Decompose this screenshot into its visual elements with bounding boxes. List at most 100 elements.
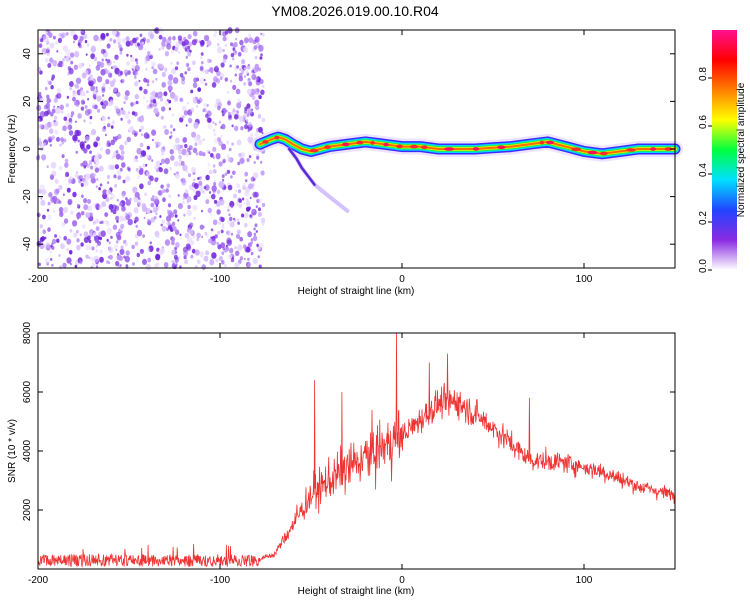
noise-speckle: [218, 221, 222, 225]
noise-speckle: [114, 164, 119, 170]
noise-speckle: [152, 99, 157, 104]
noise-speckle: [74, 264, 78, 268]
noise-speckle: [41, 47, 47, 54]
noise-speckle: [226, 237, 232, 244]
noise-speckle: [95, 86, 98, 90]
noise-speckle: [125, 36, 130, 42]
noise-speckle: [211, 82, 217, 88]
noise-speckle: [131, 244, 135, 250]
noise-speckle: [112, 209, 117, 215]
noise-speckle: [184, 71, 187, 75]
noise-speckle: [58, 235, 62, 239]
noise-speckle: [246, 65, 251, 70]
noise-speckle: [213, 179, 216, 183]
noise-speckle: [212, 164, 216, 168]
noise-speckle: [174, 261, 177, 265]
noise-speckle: [39, 184, 45, 191]
noise-speckle: [174, 246, 178, 251]
noise-speckle: [171, 260, 175, 264]
noise-speckle: [212, 156, 215, 159]
noise-speckle: [62, 208, 67, 214]
noise-speckle: [251, 73, 257, 80]
noise-speckle: [155, 212, 158, 216]
noise-speckle: [122, 38, 126, 43]
noise-speckle: [59, 104, 64, 111]
noise-speckle: [98, 142, 101, 146]
noise-speckle: [147, 218, 150, 223]
noise-speckle: [110, 192, 113, 196]
noise-speckle: [205, 113, 209, 119]
noise-speckle: [174, 214, 178, 218]
noise-speckle: [77, 113, 82, 119]
noise-speckle: [231, 124, 234, 128]
noise-speckle: [79, 175, 84, 181]
noise-speckle: [213, 76, 218, 83]
noise-speckle: [96, 108, 101, 113]
noise-speckle: [74, 83, 78, 88]
noise-speckle: [52, 209, 56, 213]
noise-speckle: [160, 158, 166, 164]
noise-speckle: [97, 76, 103, 83]
noise-speckle: [73, 34, 78, 41]
noise-speckle: [214, 30, 217, 34]
noise-speckle: [137, 205, 140, 208]
noise-speckle: [105, 148, 111, 155]
noise-speckle: [253, 227, 256, 231]
noise-speckle: [123, 69, 129, 76]
noise-speckle: [258, 207, 261, 212]
noise-speckle: [102, 82, 106, 87]
noise-speckle: [186, 101, 189, 105]
noise-speckle: [45, 102, 50, 109]
noise-speckle: [121, 162, 126, 168]
noise-speckle: [58, 185, 63, 190]
noise-speckle: [115, 248, 118, 252]
noise-speckle: [178, 51, 181, 54]
noise-speckle: [185, 62, 190, 68]
noise-speckle: [104, 212, 109, 218]
noise-speckle: [166, 43, 172, 50]
noise-speckle: [216, 241, 219, 245]
noise-speckle: [240, 126, 244, 131]
noise-speckle: [107, 255, 111, 259]
noise-speckle: [196, 237, 200, 242]
noise-speckle: [190, 107, 195, 113]
noise-speckle: [228, 111, 231, 116]
noise-speckle: [68, 178, 72, 184]
noise-speckle: [161, 71, 166, 78]
noise-speckle: [227, 208, 230, 212]
noise-speckle: [117, 42, 120, 45]
noise-speckle: [175, 229, 180, 235]
noise-speckle: [197, 139, 203, 146]
noise-speckle: [218, 181, 224, 188]
noise-speckle: [193, 178, 196, 182]
noise-speckle: [134, 81, 139, 87]
noise-speckle: [56, 50, 59, 53]
noise-speckle: [179, 144, 183, 149]
ridge-hotspot: [262, 140, 269, 144]
noise-speckle: [58, 200, 62, 204]
noise-speckle: [105, 219, 109, 225]
noise-speckle: [211, 193, 216, 200]
noise-speckle: [208, 188, 211, 191]
noise-speckle: [93, 56, 98, 62]
noise-speckle: [151, 80, 155, 84]
noise-speckle: [122, 179, 126, 184]
noise-speckle: [110, 164, 115, 170]
noise-speckle: [196, 105, 198, 108]
noise-speckle: [115, 240, 119, 244]
noise-speckle: [163, 67, 168, 72]
noise-speckle: [154, 141, 158, 145]
noise-speckle: [104, 133, 107, 137]
noise-speckle: [190, 240, 195, 246]
noise-speckle: [237, 244, 243, 251]
noise-speckle: [103, 125, 106, 130]
noise-speckle: [151, 66, 154, 70]
noise-speckle: [216, 42, 220, 47]
noise-speckle: [212, 78, 217, 84]
noise-speckle: [122, 217, 127, 222]
noise-speckle: [230, 204, 233, 208]
noise-speckle: [224, 44, 227, 47]
noise-speckle: [258, 95, 262, 100]
noise-speckle: [248, 138, 251, 142]
noise-speckle: [62, 125, 67, 132]
